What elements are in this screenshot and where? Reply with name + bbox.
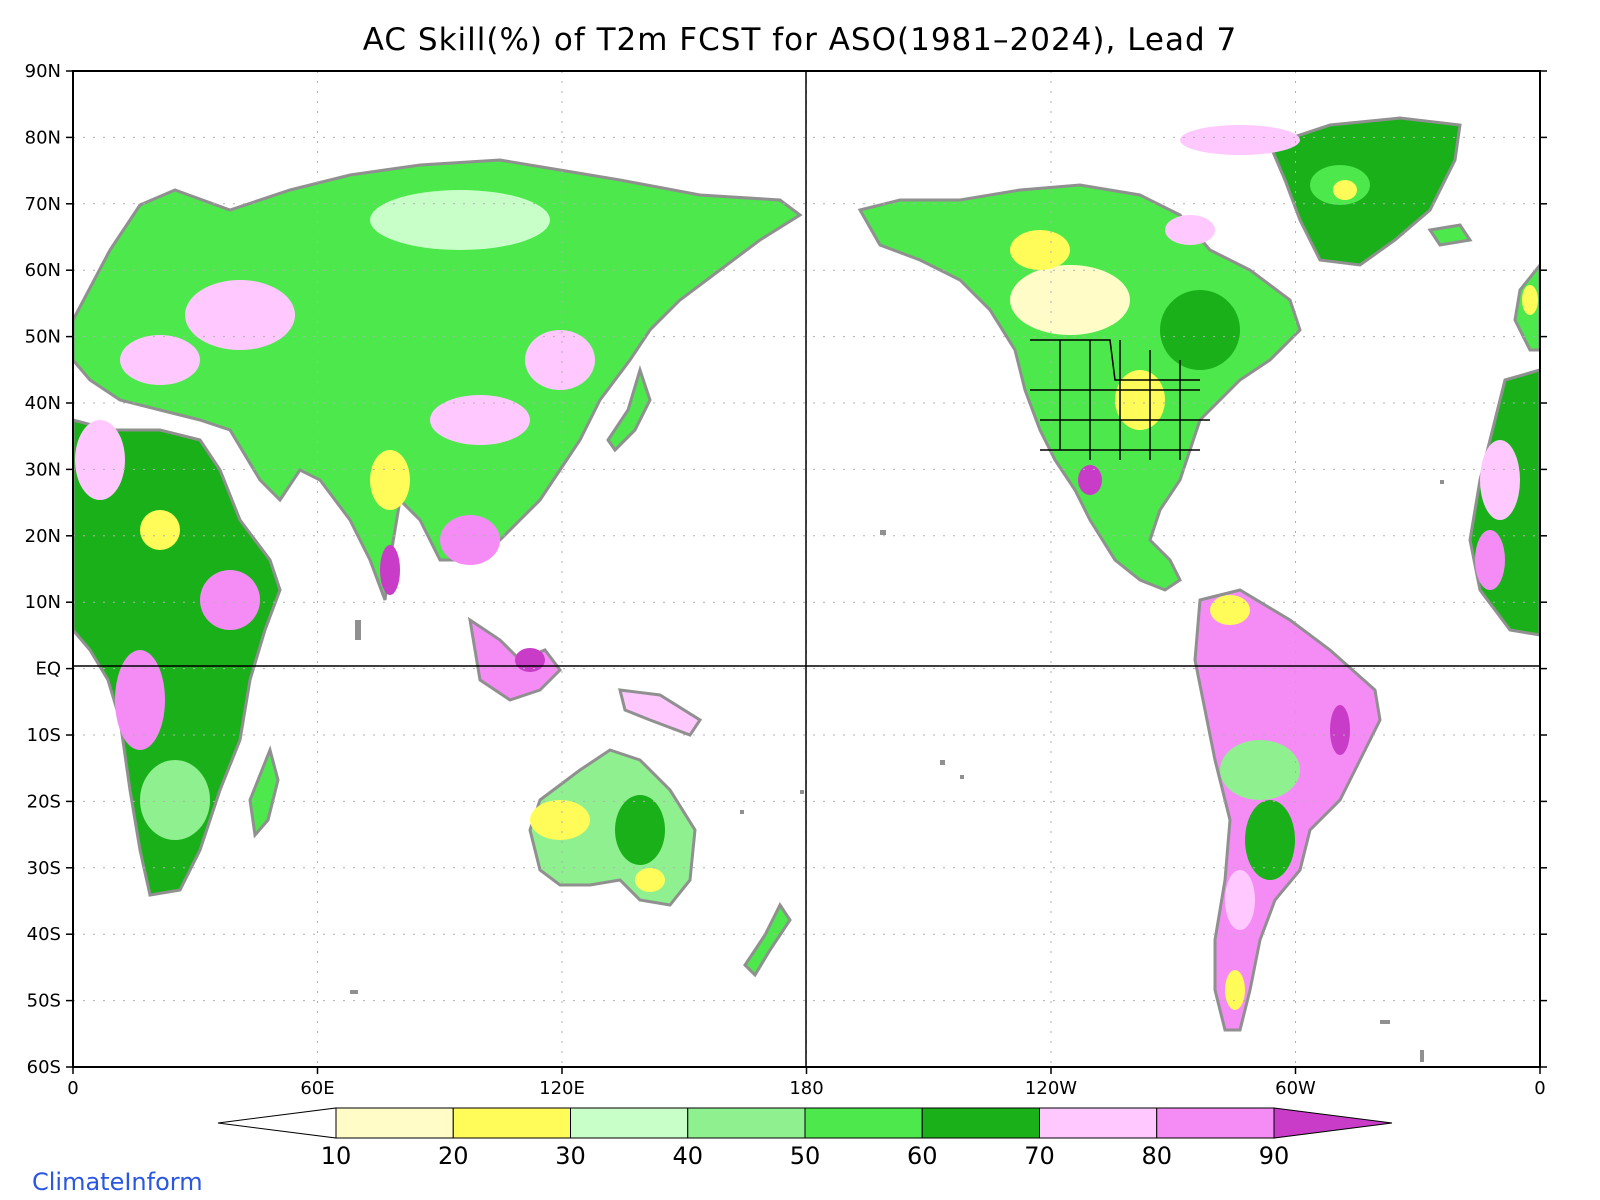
lat-label: 40N: [25, 393, 61, 414]
colorbar-label: 30: [555, 1142, 586, 1170]
africa-land: [73, 418, 282, 897]
lat-label: 90N: [25, 61, 61, 82]
lat-label: EQ: [35, 659, 61, 680]
lon-label: 180: [789, 1078, 823, 1099]
lat-label: 20S: [27, 791, 61, 812]
lon-label: 60W: [1275, 1078, 1316, 1099]
colorbar-under-triangle: [217, 1107, 337, 1139]
madagascar-land: [248, 745, 280, 839]
lat-label: 10N: [25, 592, 61, 613]
colorbar-box: [804, 1107, 923, 1139]
minor-islands: [350, 480, 1444, 1062]
north-america-land: [857, 183, 1302, 592]
new-guinea-land: [618, 688, 703, 737]
japan-land: [606, 365, 652, 453]
colorbar-label: 40: [672, 1142, 703, 1170]
map-title: AC Skill(%) of T2m FCST for ASO(1981–202…: [362, 22, 1238, 58]
colorbar: 10 20 30 40 50 60 70 80 90: [217, 1107, 1393, 1170]
colorbar-label: 90: [1259, 1142, 1290, 1170]
colorbar-box: [452, 1107, 571, 1139]
lat-label: 30S: [27, 858, 61, 879]
lat-label: 50N: [25, 327, 61, 348]
colorbar-label: 50: [790, 1142, 821, 1170]
colorbar-label: 80: [1141, 1142, 1172, 1170]
lat-label: 20N: [25, 526, 61, 547]
lat-label: 60N: [25, 260, 61, 281]
iceland-land: [1427, 223, 1473, 247]
south-america-land: [1193, 588, 1382, 1032]
lon-label: 120E: [539, 1078, 585, 1099]
lat-label: 10S: [27, 725, 61, 746]
colorbar-label: 60: [907, 1142, 938, 1170]
colorbar-label: 20: [438, 1142, 469, 1170]
lat-label: 50S: [27, 991, 61, 1012]
colorbar-box: [1039, 1107, 1158, 1139]
longitude-labels: 0 60E 120E 180 120W 60W 0: [67, 1078, 1545, 1099]
new-zealand-land: [743, 902, 792, 978]
us-state-lines: [1030, 339, 1210, 460]
credit-label: ClimateInform: [32, 1168, 203, 1196]
lat-label: 30N: [25, 459, 61, 480]
skill-patches: [75, 125, 1538, 1010]
latitude-labels: 90N 80N 70N 60N 50N 40N 30N 20N 10N EQ 10S 20S 30S 40…: [25, 61, 61, 1078]
australia-land: [528, 748, 697, 907]
colorbar-over-triangle: [1273, 1107, 1393, 1139]
colorbar-box: [921, 1107, 1040, 1139]
lat-label: 60S: [27, 1057, 61, 1078]
lat-label: 80N: [25, 127, 61, 148]
lon-label: 0: [1534, 1078, 1545, 1099]
lat-label: 40S: [27, 924, 61, 945]
lon-label: 60E: [300, 1078, 334, 1099]
axis-ticks: [66, 70, 1547, 1074]
colorbar-box: [335, 1107, 454, 1139]
lat-label: 70N: [25, 194, 61, 215]
colorbar-label: 10: [321, 1142, 352, 1170]
colorbar-box: [570, 1107, 689, 1139]
lon-label: 0: [67, 1078, 78, 1099]
lon-label: 120W: [1025, 1078, 1077, 1099]
colorbar-box: [687, 1107, 806, 1139]
colorbar-label: 70: [1024, 1142, 1055, 1170]
colorbar-box: [1156, 1107, 1275, 1139]
land-layer: [73, 116, 1540, 1062]
